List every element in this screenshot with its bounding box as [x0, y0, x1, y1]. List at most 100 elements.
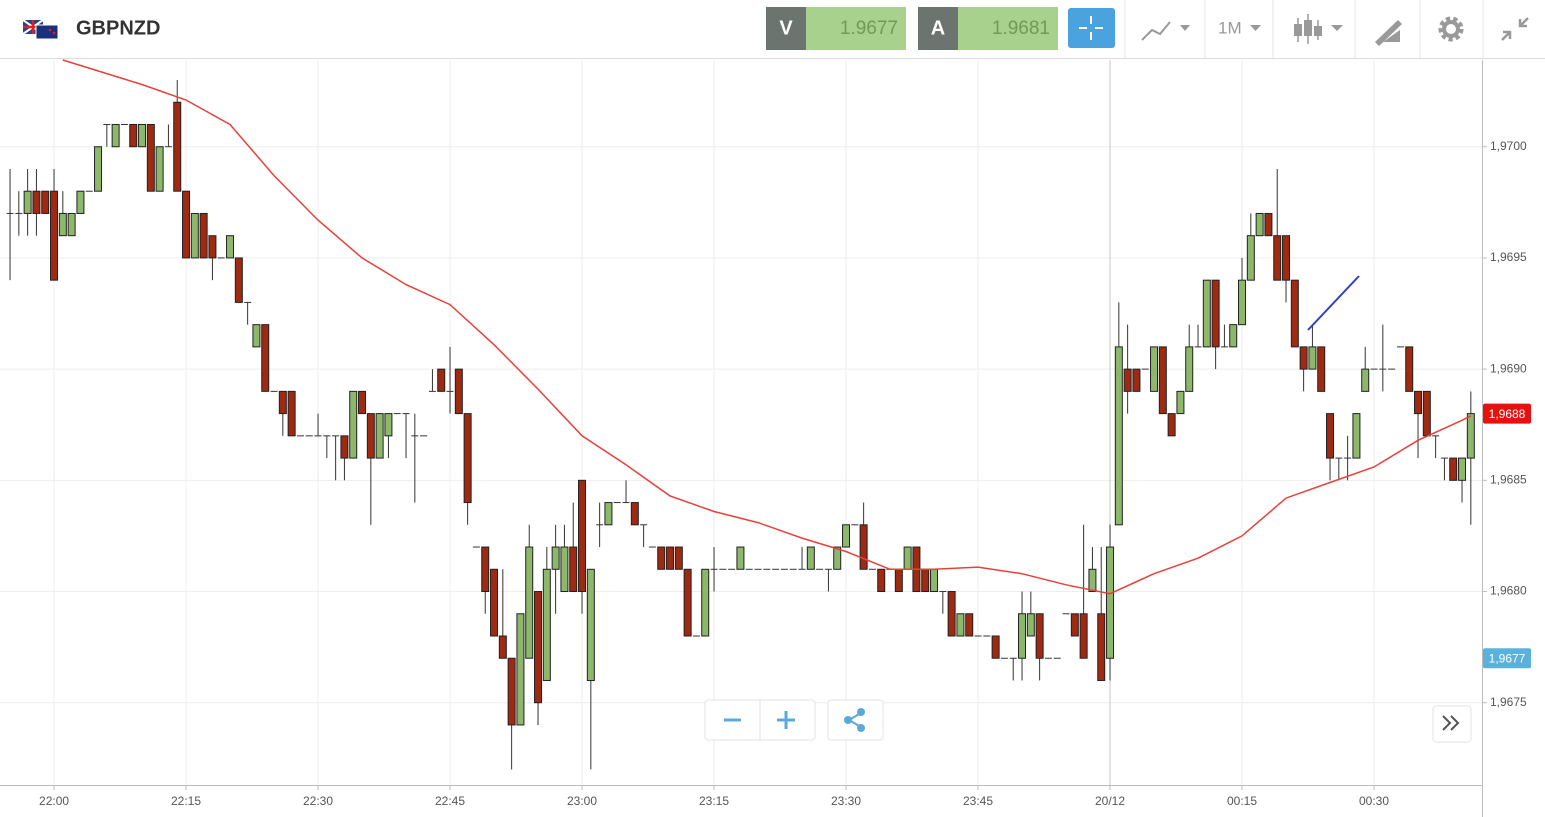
candle-body — [384, 413, 393, 437]
candle-body — [806, 546, 815, 570]
x-tick-label: 23:00 — [567, 794, 597, 808]
candle-body — [604, 502, 613, 526]
buy-label[interactable]: A — [931, 17, 945, 39]
toolbar: GBPNZD V 1.9677 A 1.9681 1M — [0, 0, 1545, 59]
candle-body — [155, 146, 164, 192]
candle-body — [630, 502, 639, 526]
candle-body — [190, 212, 199, 259]
candle-body — [481, 546, 490, 593]
candle-body — [1079, 613, 1088, 659]
candle-body — [182, 190, 191, 259]
candle-body — [1326, 413, 1335, 459]
sell-price-box[interactable] — [806, 7, 906, 50]
candle-body — [894, 568, 903, 593]
candle-body — [1238, 279, 1247, 326]
candle-body — [674, 546, 683, 570]
candle-body — [736, 546, 745, 570]
candle-type-button[interactable] — [1294, 14, 1343, 44]
candle-body — [1255, 212, 1264, 237]
candle-body — [208, 235, 217, 259]
sell-label[interactable]: V — [779, 17, 793, 39]
draw-button[interactable] — [1375, 20, 1402, 46]
candle-body — [666, 546, 675, 570]
sell-price[interactable]: 1.9677 — [840, 18, 898, 39]
candle-body — [437, 368, 446, 392]
chart-type-button[interactable] — [1141, 21, 1190, 41]
crosshair-icon — [1079, 16, 1103, 40]
candle-body — [261, 324, 270, 392]
candle-body — [1158, 346, 1167, 415]
timeframe[interactable]: 1M — [1218, 18, 1242, 37]
y-tick-label: 1,9685 — [1490, 472, 1527, 486]
candle-body — [454, 368, 463, 415]
candle-body — [252, 324, 261, 348]
price-tag — [1483, 648, 1531, 669]
candle-body — [1414, 390, 1423, 415]
flag — [22, 19, 59, 40]
candle-body — [375, 413, 384, 459]
candle-body — [542, 568, 551, 681]
y-tick-label: 1,9675 — [1490, 695, 1527, 709]
candle-body — [833, 546, 842, 570]
candle-body — [490, 568, 499, 637]
x-tick-label: 22:00 — [39, 794, 69, 808]
candle-body — [23, 190, 32, 214]
candle-body — [1202, 279, 1211, 348]
candle-body — [1150, 346, 1159, 392]
sell-label-box[interactable] — [766, 7, 806, 50]
buy-price[interactable]: 1.9681 — [992, 18, 1050, 39]
candle-body — [1361, 368, 1370, 392]
candle-body — [1282, 235, 1291, 281]
candle-body — [586, 568, 595, 681]
timeframe-caret — [1250, 25, 1261, 31]
symbol: GBPNZD — [76, 17, 160, 39]
x-tick-label: 22:30 — [303, 794, 333, 808]
candle-body — [1264, 212, 1273, 237]
candle-body — [534, 591, 543, 704]
candle-body — [226, 235, 235, 259]
candle-body — [507, 657, 516, 726]
candle-body — [1299, 346, 1308, 370]
candle-body — [1026, 613, 1035, 637]
buy-price-box[interactable] — [958, 7, 1058, 50]
candle-body — [366, 413, 375, 459]
candle-body — [278, 390, 287, 415]
settings-button[interactable] — [1438, 16, 1464, 42]
collapse-button[interactable] — [1501, 17, 1529, 41]
buy-label-box[interactable] — [918, 7, 958, 50]
x-tick-label: 23:45 — [963, 794, 993, 808]
candle-body — [1035, 613, 1044, 659]
scroll-end-button[interactable] — [1442, 715, 1460, 731]
trend-line[interactable] — [1307, 275, 1360, 331]
candle-body — [358, 390, 367, 415]
candle-body — [930, 568, 939, 593]
candle-body — [525, 546, 534, 659]
x-tick-label: 00:15 — [1227, 794, 1257, 808]
candle-body — [1088, 568, 1097, 593]
candle-body — [1405, 346, 1414, 392]
candle-body — [1308, 346, 1317, 370]
y-tick-label: 1,9690 — [1490, 361, 1527, 375]
candle-body — [463, 413, 472, 504]
candle-body — [1167, 413, 1176, 437]
x-tick-label: 20/12 — [1095, 794, 1125, 808]
candle-body — [578, 479, 587, 593]
candle-body — [1070, 613, 1079, 637]
candle-body — [701, 568, 710, 637]
candle-body — [1211, 279, 1220, 348]
candle-body — [129, 123, 138, 148]
candle-body — [921, 568, 930, 593]
scroll-end-box — [1432, 705, 1472, 743]
crosshair-button[interactable] — [1068, 8, 1115, 48]
candle-body — [67, 212, 76, 237]
y-tick-label: 1,9680 — [1490, 584, 1527, 598]
price-tag-label: 1,9688 — [1489, 407, 1526, 421]
share-button[interactable] — [844, 708, 865, 732]
zoom-in[interactable] — [777, 711, 795, 729]
price-tag — [1483, 403, 1531, 424]
candle-body — [569, 546, 578, 593]
candle-body — [1317, 346, 1326, 392]
candle-body — [991, 635, 1000, 659]
